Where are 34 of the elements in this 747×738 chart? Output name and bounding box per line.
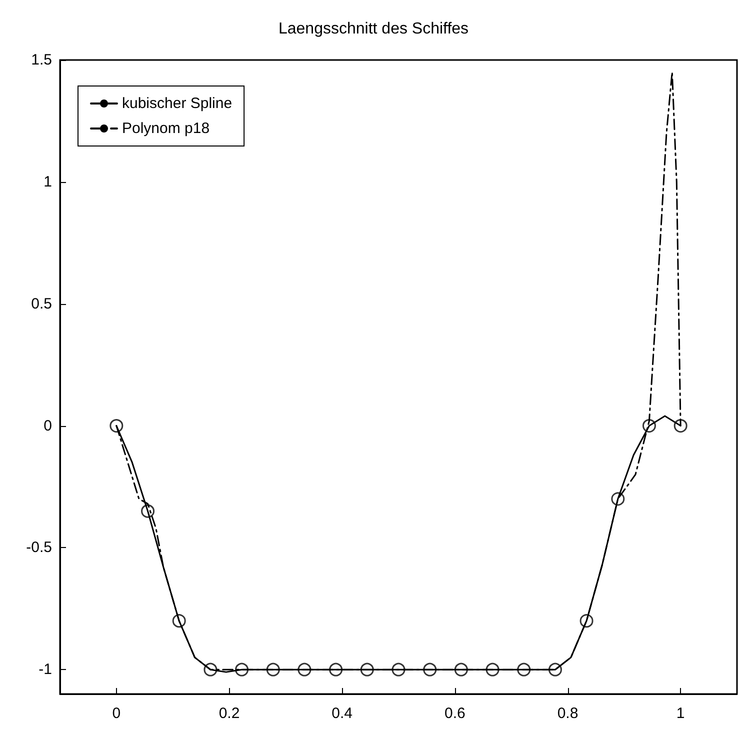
point [423,662,437,676]
point [141,504,155,518]
point [329,662,343,676]
point [110,419,124,433]
point [674,419,688,433]
x-tick-label: 1 [676,705,685,722]
x-tick-label: 0.2 [218,705,240,722]
point [204,662,218,676]
y-tick-label: 0.5 [31,295,52,312]
point [392,662,406,676]
point [454,662,468,676]
chart-title: Laengsschnitt des Schiffes [278,20,469,38]
point [266,662,280,676]
x-tick-label: 0 [112,705,121,722]
point [611,492,625,506]
point [235,662,249,676]
x-tick-label: 0.8 [557,705,578,722]
y-tick-label: 1 [44,173,52,190]
point [517,662,531,676]
point [298,662,312,676]
point [172,614,186,628]
point [548,662,562,676]
y-tick-label: 1.5 [31,52,52,68]
point [486,662,500,676]
point [360,662,374,676]
point [642,419,656,433]
y-tick-label: 0 [44,417,52,434]
x-tick-label: 0.4 [332,705,353,722]
legend-label: kubischer Spline [122,95,232,112]
x-tick-label: 0.6 [444,705,466,722]
y-tick-label: -0.5 [26,539,52,556]
point [580,614,594,628]
y-tick-label: -1 [38,661,52,678]
legend-label: Polynom p18 [122,120,210,137]
